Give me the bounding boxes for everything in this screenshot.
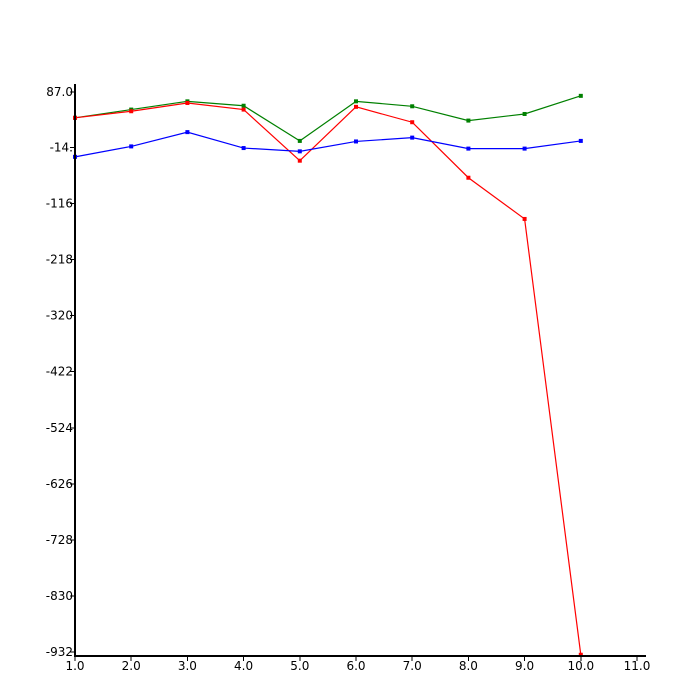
y-tick-label: -320 [46,309,73,323]
series-line [74,95,581,142]
data-point [241,107,246,112]
data-point [241,146,246,151]
series-line [74,102,582,655]
data-point [522,216,527,221]
x-tick-label: 11.0 [624,659,651,673]
data-point [129,109,134,114]
series-1 [73,100,583,657]
data-point [522,111,527,116]
data-point [522,146,527,151]
data-point [354,139,358,144]
axes-layer [74,84,646,657]
y-tick-label: -116 [46,197,73,211]
y-tick-label: -830 [46,589,73,603]
y-tick-label: -626 [46,477,73,491]
data-point [297,158,302,163]
data-point [297,138,302,143]
data-point [354,104,358,109]
x-tick-label: 9.0 [515,659,534,673]
y-tick-label: -524 [46,421,73,435]
x-tick-label: 8.0 [459,659,478,673]
data-point [578,138,583,143]
x-tick-label: 7.0 [403,659,422,673]
y-tick-label: -932 [46,645,73,659]
series-0 [73,93,583,143]
x-tick-label: 6.0 [346,659,365,673]
series-layer [73,93,583,657]
data-point [241,103,246,108]
data-point [466,146,471,151]
data-point [354,99,358,104]
y-tick-label: 87.0 [46,85,73,99]
y-tick-label: -14. [50,141,73,155]
data-point [466,118,471,123]
y-tick-label: -728 [46,533,73,547]
ticks-layer: 1.0 2.0 3.0 4.0 5.0 6.0 7.0 8.0 9.0 10.0 11.0 87.0 -… [46,85,651,673]
series-2 [73,130,583,159]
data-point [410,104,415,109]
data-point [410,120,415,125]
data-point [185,100,190,105]
data-point [185,130,190,135]
x-tick-label: 1.0 [65,659,84,673]
x-tick-label: 3.0 [178,659,197,673]
data-point [578,93,583,98]
data-point [578,652,583,657]
data-point [410,135,415,140]
x-tick-label: 2.0 [122,659,141,673]
data-point [129,144,134,149]
y-tick-label: -422 [46,365,73,379]
x-tick-label: 4.0 [234,659,253,673]
series-line [74,131,581,158]
x-tick-label: 5.0 [290,659,309,673]
data-point [466,175,471,180]
y-tick-label: -218 [46,253,73,267]
data-point [297,149,302,154]
x-tick-label: 10.0 [567,659,594,673]
